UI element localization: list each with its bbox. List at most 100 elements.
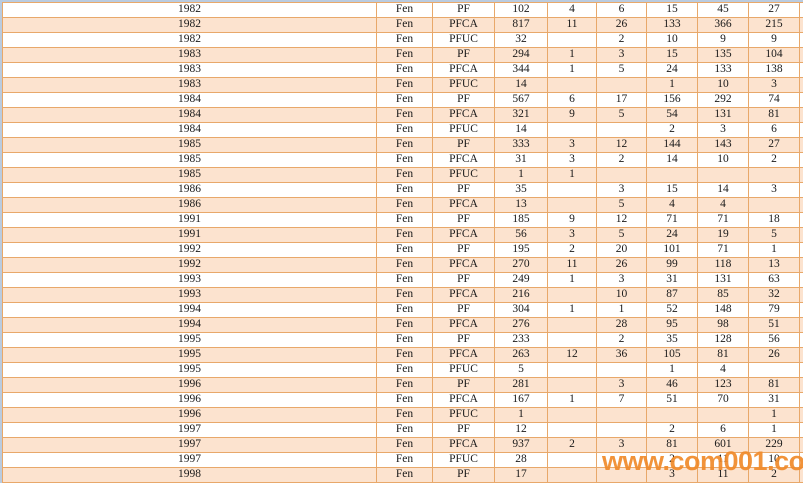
cell-total: 14	[494, 77, 548, 93]
cell-code: PFCA	[432, 17, 495, 33]
cell-v6: 3	[799, 422, 803, 438]
cell-total: 17	[494, 467, 548, 483]
cell-total: 249	[494, 272, 548, 288]
cell-total: 14	[494, 122, 548, 138]
cell-region: Fen	[376, 242, 433, 258]
cell-code: PFUC	[432, 407, 495, 423]
cell-v5: 81	[748, 107, 800, 123]
cell-code: PFCA	[432, 152, 495, 168]
cell-v3: 105	[646, 347, 698, 363]
cell-v6: 21	[799, 92, 803, 108]
cell-total: 35	[494, 182, 548, 198]
cell-v6: 11	[799, 332, 803, 348]
cell-total: 276	[494, 317, 548, 333]
cell-total: 294	[494, 47, 548, 63]
cell-v2: 12	[596, 137, 647, 153]
table-row[interactable]: 1992 Fen PF 195 2 20 101 71 1	[2, 242, 803, 258]
cell-region: Fen	[376, 17, 433, 33]
table-row[interactable]: 1997FenPFCA937238160122921	[2, 437, 803, 453]
cell-code: PF	[432, 182, 495, 198]
cell-code: PFUC	[432, 77, 495, 93]
table-row[interactable]: 1986 Fen PFCA 13 5 4 4	[2, 197, 803, 213]
cell-v6: 2	[799, 32, 803, 48]
cell-year: 1998	[2, 467, 377, 483]
cell-year: 1991	[2, 227, 377, 243]
table-row[interactable]: 1984FenPFCA32195541318141	[2, 107, 803, 123]
cell-v1: 11	[547, 17, 597, 33]
table-row[interactable]: 1985 Fen PFUC 1 1	[2, 167, 803, 183]
table-row[interactable]: 1983FenPFCA344152413313842	[2, 62, 803, 78]
cell-year: 1984	[2, 107, 377, 123]
cell-v3: 133	[646, 17, 698, 33]
cell-v2: 36	[596, 347, 647, 363]
cell-v4: 118	[697, 257, 749, 273]
cell-v5: 1	[748, 422, 800, 438]
table-row[interactable]: 1993FenPF24913311316320	[2, 272, 803, 288]
cell-v4: 71	[697, 242, 749, 258]
cell-v3: 3	[646, 467, 698, 483]
table-row[interactable]: 1994FenPF30411521487923	[2, 302, 803, 318]
cell-v4: 6	[697, 422, 749, 438]
cell-code: PF	[432, 377, 495, 393]
cell-region: Fen	[376, 302, 433, 318]
cell-code: PFCA	[432, 197, 495, 213]
table-row[interactable]: 1995FenPF23323512856111	[2, 332, 803, 348]
cell-v4: 4	[697, 197, 749, 213]
table-row[interactable]: 1983FenPF294131513510434	[2, 47, 803, 63]
cell-total: 304	[494, 302, 548, 318]
cell-total: 567	[494, 92, 548, 108]
table-row[interactable]: 1992 Fen PFCA 270 11 26 99 118 13	[2, 257, 803, 273]
cell-v1	[547, 122, 597, 138]
table-row[interactable]: 1986 Fen PF 35 3 15 14 3	[2, 182, 803, 198]
cell-v1: 3	[547, 152, 597, 168]
table-row[interactable]: 1982FenPFCA817112613336621564	[2, 17, 803, 33]
cell-v2: 10	[596, 287, 647, 303]
cell-region: Fen	[376, 317, 433, 333]
table-row[interactable]: 1997FenPFUC282111041	[2, 452, 803, 468]
cell-v4: 81	[697, 347, 749, 363]
cell-v1: 2	[547, 242, 597, 258]
cell-v3: 99	[646, 257, 698, 273]
table-row[interactable]: 1983 Fen PFUC 14 1 10 3	[2, 77, 803, 93]
cell-region: Fen	[376, 2, 433, 18]
cell-region: Fen	[376, 137, 433, 153]
cell-v2: 20	[596, 242, 647, 258]
cell-year: 1982	[2, 2, 377, 18]
table-row[interactable]: 1991 Fen PFCA 56 3 5 24 19 5	[2, 227, 803, 243]
table-row[interactable]: 1985FenPF333312144143274	[2, 137, 803, 153]
table-row[interactable]: 1995 Fen PFUC 5 1 4	[2, 362, 803, 378]
table-row[interactable]: 1985 Fen PFCA 31 3 2 14 10 2	[2, 152, 803, 168]
cell-v6: 21	[799, 437, 803, 453]
table-row[interactable]: 1991FenPF1859127171184	[2, 212, 803, 228]
cell-v3	[646, 167, 698, 183]
cell-total: 1	[494, 167, 548, 183]
cell-v2: 6	[596, 2, 647, 18]
cell-v3: 31	[646, 272, 698, 288]
cell-v1: 1	[547, 47, 597, 63]
table-row[interactable]: 1995FenPFCA263123610581263	[2, 347, 803, 363]
cell-v6	[799, 362, 803, 378]
cell-code: PF	[432, 422, 495, 438]
cell-v5: 3	[748, 182, 800, 198]
table-row[interactable]: 1982FenPFUC32210992	[2, 32, 803, 48]
cell-v5: 10	[748, 452, 800, 468]
cell-total: 12	[494, 422, 548, 438]
cell-v3: 15	[646, 47, 698, 63]
cell-v5: 138	[748, 62, 800, 78]
cell-region: Fen	[376, 392, 433, 408]
cell-code: PFCA	[432, 257, 495, 273]
table-row[interactable]: 1984FenPF5676171562927421	[2, 92, 803, 108]
table-row[interactable]: 1982FenPF102461545274	[2, 2, 803, 18]
cell-v4: 123	[697, 377, 749, 393]
cell-v1: 9	[547, 107, 597, 123]
cell-v1	[547, 197, 597, 213]
cell-v3: 1	[646, 362, 698, 378]
table-row[interactable]: 1996 Fen PFUC 1 1	[2, 407, 803, 423]
table-row[interactable]: 1984FenPFUC142363	[2, 122, 803, 138]
table-row[interactable]: 1996FenPFCA167175170317	[2, 392, 803, 408]
